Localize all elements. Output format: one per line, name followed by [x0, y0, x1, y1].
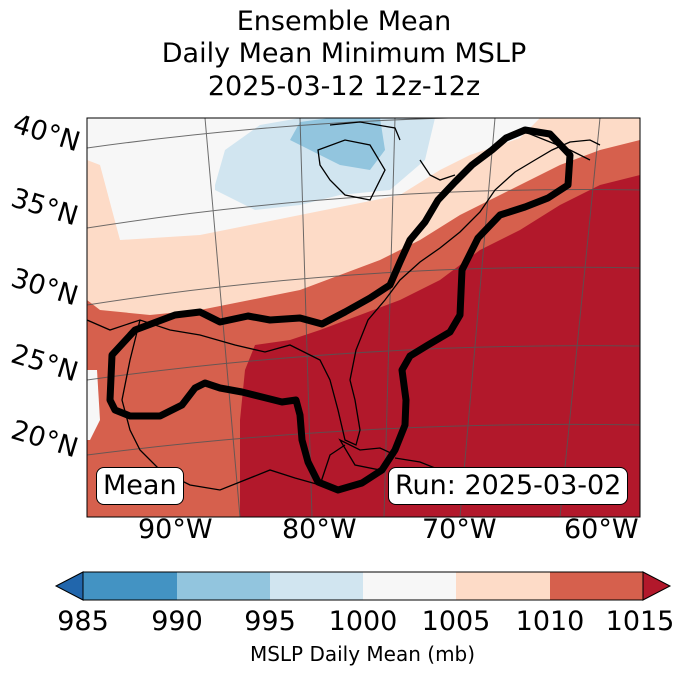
field-white-south — [87, 370, 100, 440]
colorbar-bin-990-995 — [177, 572, 270, 600]
cbar-tick-1005: 1005 — [421, 606, 491, 637]
colorbar-frame — [82, 571, 644, 601]
lon-label-70: 70°W — [422, 514, 497, 545]
colorbar-bin-995-1000 — [270, 572, 363, 600]
title-line-2: Daily Mean Minimum MSLP — [161, 38, 527, 69]
lon-label-90: 90°W — [138, 514, 213, 545]
lon-label-60: 60°W — [564, 514, 639, 545]
colorbar-bin-1010-1015 — [550, 572, 643, 600]
colorbar-extend-high — [642, 571, 672, 601]
lon-label-80: 80°W — [282, 514, 357, 545]
cbar-tick-1000: 1000 — [328, 606, 398, 637]
graticule — [87, 118, 640, 517]
colorbar-extend-low — [54, 571, 84, 601]
field-990-995 — [290, 118, 385, 170]
mean-contour — [106, 126, 574, 494]
cbar-tick-995: 995 — [244, 606, 296, 637]
map-panel — [87, 118, 640, 517]
run-date-box: Run: 2025-03-02 — [388, 467, 629, 505]
colorbar-bin-1005-1010 — [456, 572, 550, 600]
colorbar-bin-1000-1005 — [363, 572, 456, 600]
colorbar-label: MSLP Daily Mean (mb) — [249, 642, 476, 666]
map-frame — [86, 117, 641, 518]
cbar-tick-1015: 1015 — [605, 606, 675, 637]
cbar-tick-1010: 1010 — [515, 606, 585, 637]
cbar-tick-985: 985 — [57, 606, 109, 637]
colorbar-bin-985-990 — [83, 572, 177, 600]
mean-label-box: Mean — [96, 467, 184, 505]
title-line-1: Ensemble Mean — [236, 6, 452, 37]
cbar-tick-990: 990 — [151, 606, 203, 637]
title-line-3: 2025-03-12 12z-12z — [207, 71, 481, 102]
